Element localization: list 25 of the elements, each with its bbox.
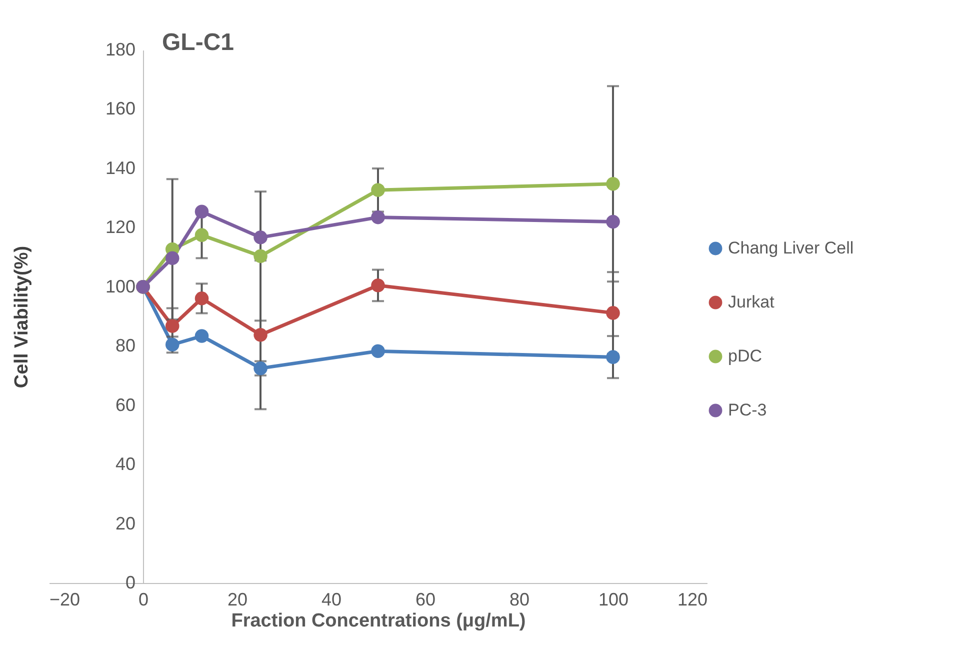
y-tick-label: 80 [115,336,136,356]
legend-label: Chang Liver Cell [728,238,854,258]
y-tick-label: 40 [115,454,136,474]
x-tick-label: 120 [677,590,708,610]
chart-title: GL-C1 [162,29,234,56]
legend-label: pDC [728,346,762,366]
legend-label: Jurkat [728,292,775,312]
y-tick-label: 140 [105,158,136,178]
y-axis-title: Cell Viability(%) [12,246,32,388]
x-axis-title: Fraction Concentrations (μg/mL) [231,610,526,632]
y-tick-label: 20 [115,513,136,534]
x-tick-label: 60 [415,590,436,610]
x-tick-label: 80 [509,590,530,610]
y-tick-label: 180 [105,40,136,60]
x-tick-label: −20 [50,590,80,610]
y-tick-label: 60 [115,394,136,415]
x-tick-label: 20 [227,590,248,610]
y-tick-label: 120 [105,217,136,238]
x-tick-label: 0 [138,590,149,610]
legend-label: PC-3 [728,400,767,420]
y-tick-label: 0 [125,572,136,592]
y-tick-label: 160 [105,98,136,119]
y-tick-label: 100 [105,276,136,296]
x-tick-label: 40 [321,590,342,610]
x-tick-label: 100 [598,590,629,610]
